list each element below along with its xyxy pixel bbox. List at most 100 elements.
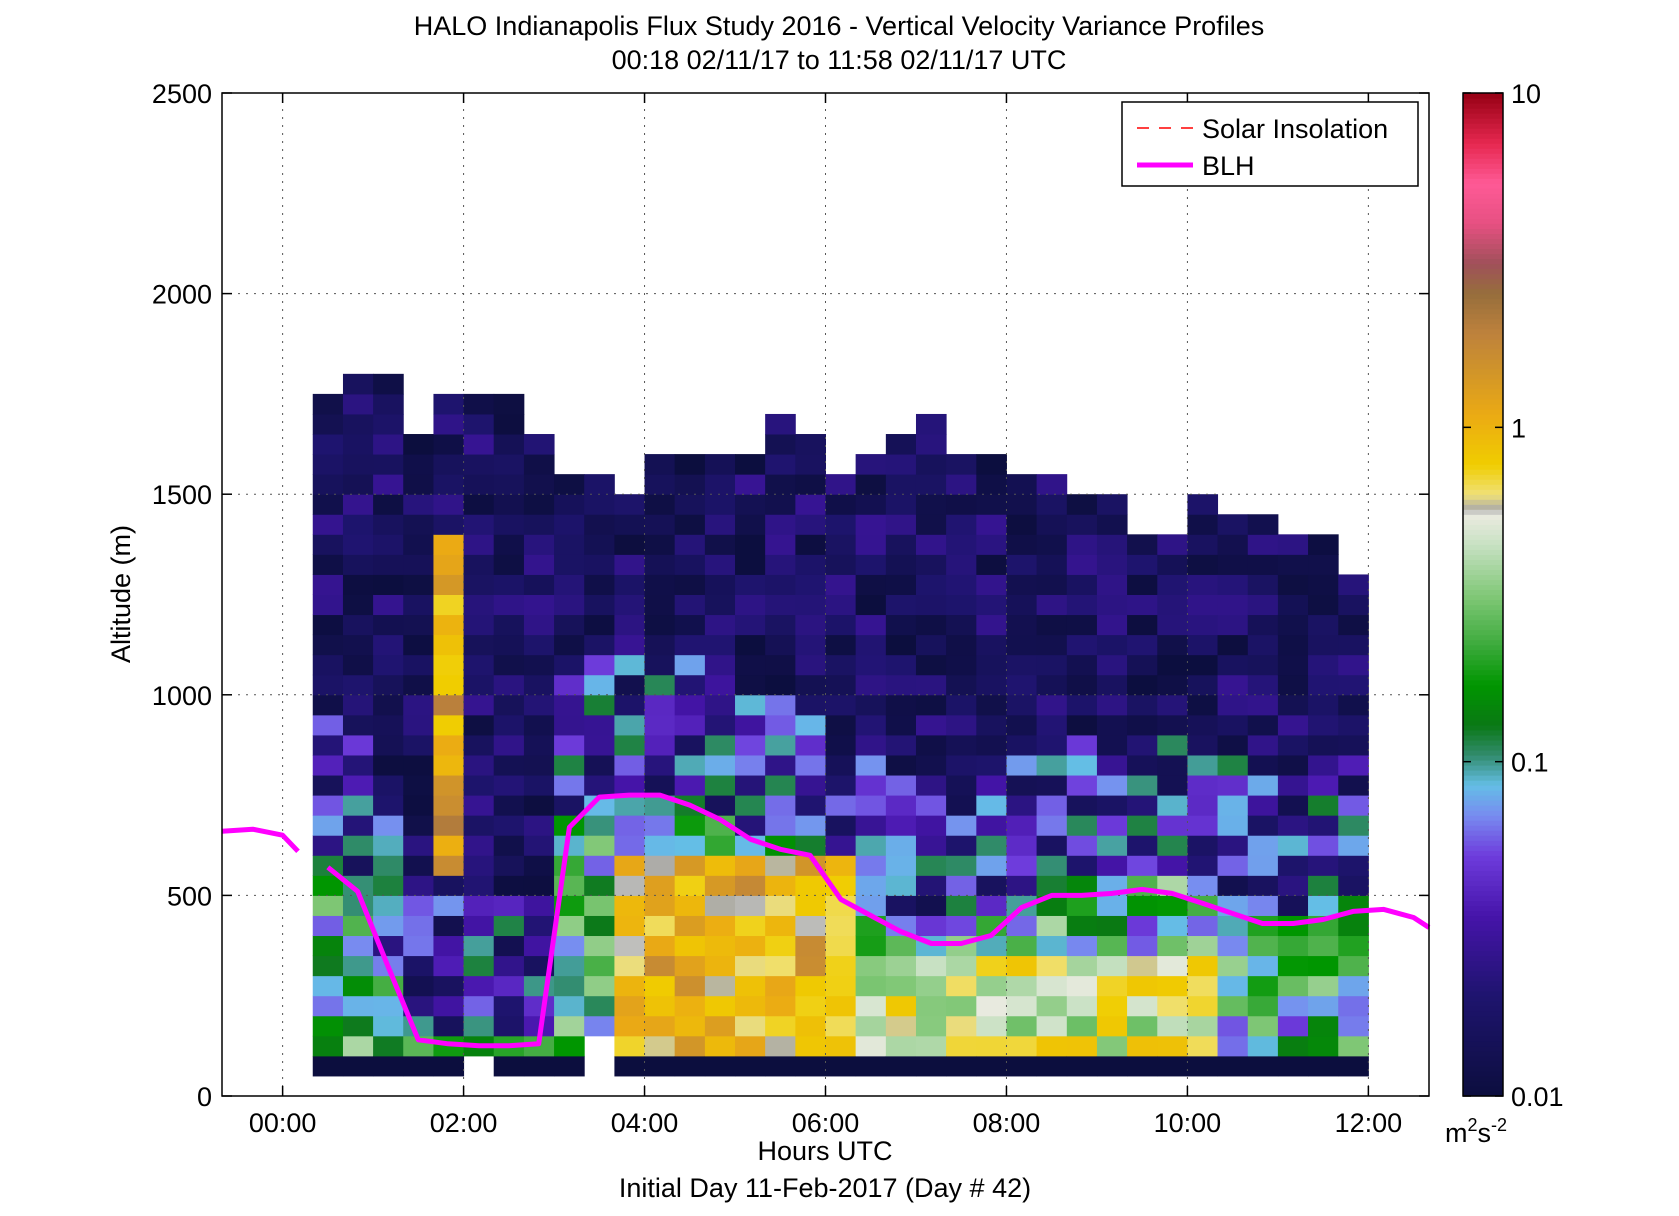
heatmap-cell [795, 474, 826, 495]
heatmap-cell [765, 775, 796, 796]
heatmap-cell [523, 534, 555, 555]
heatmap-cell [1187, 574, 1219, 595]
heatmap-cell [674, 955, 706, 977]
heatmap-cell [1338, 995, 1369, 1017]
heatmap-cell [976, 494, 1007, 515]
heatmap-cell [1308, 574, 1339, 595]
plot-area: 00:00 02:00 04:00 06:00 08:00 10:00 12:00 0 500… [152, 79, 1431, 1138]
heatmap-cell [1217, 855, 1249, 876]
heatmap-cell [312, 1015, 344, 1037]
heatmap-cell [554, 915, 585, 937]
x-tick-label: 08:00 [973, 1108, 1041, 1138]
heatmap-cell [825, 915, 857, 937]
colorbar-band [1463, 444, 1503, 450]
heatmap-cell [1006, 614, 1038, 636]
heatmap-cell [1066, 554, 1098, 575]
heatmap-cell [704, 975, 736, 997]
heatmap-cell [885, 734, 917, 756]
heatmap-cell [342, 714, 374, 736]
heatmap-cell [1247, 514, 1279, 535]
heatmap-cell [1006, 815, 1038, 836]
heatmap-cell [1066, 915, 1098, 937]
heatmap-cell [976, 714, 1007, 736]
heatmap-cell [1157, 995, 1188, 1017]
heatmap-cell [1338, 855, 1369, 876]
heatmap-cell [1157, 734, 1188, 756]
heatmap-cell [584, 654, 615, 676]
heatmap-cell [342, 975, 374, 997]
heatmap-cell [915, 634, 947, 656]
colorbar-band [1463, 323, 1503, 330]
heatmap-cell [825, 775, 857, 796]
heatmap-cell [674, 935, 706, 957]
heatmap-cell [493, 694, 525, 716]
heatmap-cell [946, 554, 977, 575]
heatmap-cell [463, 995, 495, 1017]
heatmap-cell [433, 654, 465, 676]
heatmap-cell [493, 895, 525, 916]
heatmap-cell [584, 674, 615, 696]
heatmap-cell [373, 534, 404, 555]
heatmap-cell [735, 775, 766, 796]
heatmap-cell [373, 835, 404, 856]
heatmap-cell [976, 895, 1007, 916]
heatmap-cell [433, 434, 465, 455]
heatmap-cell [1277, 1015, 1309, 1037]
heatmap-cell [704, 574, 736, 595]
heatmap-cell [735, 634, 766, 656]
heatmap-cell [493, 654, 525, 676]
heatmap-cell [373, 1035, 404, 1057]
heatmap-cell [1036, 554, 1068, 575]
colorbar-band [1463, 800, 1503, 806]
heatmap-cell [312, 955, 344, 977]
heatmap-cell [1217, 714, 1249, 736]
heatmap-cell [433, 955, 465, 977]
colorbar-band [1463, 780, 1503, 786]
colorbar-band [1463, 664, 1503, 671]
heatmap-cell [644, 574, 676, 595]
heatmap-cell [463, 654, 495, 676]
colorbar-band [1463, 338, 1503, 345]
heatmap-cell [1308, 534, 1339, 555]
heatmap-cell [855, 754, 887, 776]
heatmap-cell [1308, 614, 1339, 636]
heatmap-cell [463, 454, 495, 475]
heatmap-cell [312, 754, 344, 776]
heatmap-cell [523, 574, 555, 595]
heatmap-cell [825, 554, 857, 575]
heatmap-cell [554, 654, 585, 676]
heatmap-cell [1157, 935, 1188, 957]
colorbar-band [1463, 579, 1503, 586]
colorbar-band [1463, 1050, 1503, 1057]
heatmap-cell [1157, 915, 1188, 937]
heatmap-cell [584, 534, 615, 555]
heatmap-cell [795, 454, 826, 475]
heatmap-cell [403, 734, 434, 756]
colorbar-band [1463, 539, 1503, 545]
heatmap-cell [1277, 674, 1309, 696]
colorbar-band [1463, 644, 1503, 651]
heatmap-cell [946, 474, 977, 495]
heatmap-cell [1127, 795, 1158, 816]
heatmap-cell [433, 634, 465, 656]
heatmap-cell [1187, 734, 1219, 756]
heatmap-cell [1157, 975, 1188, 997]
heatmap-cell [433, 734, 465, 756]
heatmap-cell [674, 775, 706, 796]
heatmap-cell [855, 815, 887, 836]
colorbar-band [1463, 619, 1503, 626]
heatmap-cell [493, 393, 525, 415]
heatmap-cell [946, 1035, 977, 1057]
heatmap-cell [463, 413, 495, 435]
heatmap-cell [795, 714, 826, 736]
heatmap-cell [373, 915, 404, 937]
heatmap-cell [1308, 775, 1339, 796]
heatmap-cell [1006, 594, 1038, 616]
heatmap-cell [825, 1035, 857, 1057]
colorbar-band [1463, 118, 1503, 124]
heatmap-cell [1066, 995, 1098, 1017]
heatmap-cell [825, 714, 857, 736]
heatmap-cell [855, 734, 887, 756]
y-tick-label: 1500 [152, 480, 212, 510]
heatmap-cell [915, 975, 947, 997]
